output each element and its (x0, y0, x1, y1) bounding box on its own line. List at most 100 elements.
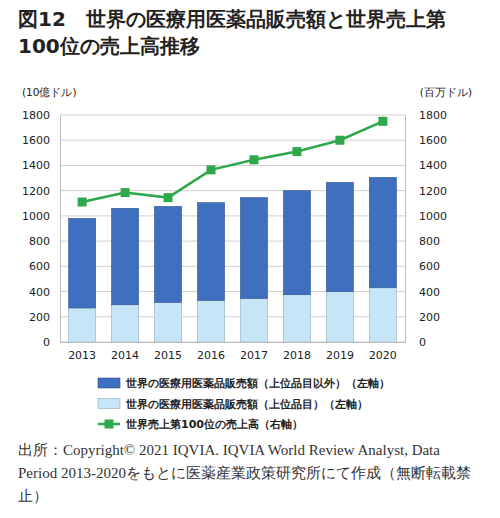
axis-line (60, 116, 61, 343)
marker (292, 147, 301, 156)
bar (69, 308, 96, 342)
tick: 1400 (22, 159, 60, 172)
legend-label: 世界売上第100位の売上高（右軸） (125, 418, 303, 431)
bar (369, 288, 396, 342)
legend-item: 世界の医療用医薬品販売額（上位品目）（左軸） (98, 398, 368, 411)
tick-label: 1000 (22, 210, 50, 223)
grid-line (60, 140, 405, 141)
tick: 1600 (22, 134, 60, 147)
tick: 2019 (326, 342, 354, 362)
axis: 0 200 400 600 800 1000 1200 1400 1600 1800 (405, 109, 447, 349)
tick-label: 0 (43, 336, 50, 349)
tick-label: 1200 (22, 185, 50, 198)
marker (249, 155, 258, 164)
grid (60, 115, 405, 342)
line (82, 121, 383, 202)
source-note: 出所：Copyright© 2021 IQVIA. IQVIA World Re… (18, 442, 440, 458)
marker (121, 188, 130, 197)
tick-label: 1600 (419, 134, 447, 147)
tick-label: 2015 (154, 349, 182, 362)
tick: 1000 (22, 210, 60, 223)
tick: 1800 (22, 109, 60, 122)
tick-label: 800 (29, 235, 50, 248)
tick: 0 (405, 336, 426, 349)
tick: 800 (29, 235, 60, 248)
axis-title: (百万ドル) (420, 86, 472, 98)
tick-label: 1200 (419, 185, 447, 198)
marker (207, 165, 216, 174)
tick: 0 (43, 336, 60, 349)
tick: 2016 (197, 342, 225, 362)
tick: 1200 (22, 185, 60, 198)
tick-label: 200 (29, 311, 50, 324)
marker (335, 136, 344, 145)
tick: 600 (405, 260, 440, 273)
tick-label: 0 (419, 336, 426, 349)
bar-series (69, 177, 397, 308)
tick: 400 (29, 286, 60, 299)
tick: 400 (405, 286, 440, 299)
bar (283, 191, 310, 295)
axis: 2013 2014 2015 2016 2017 2018 2019 2020 (61, 342, 406, 362)
bar (326, 182, 353, 291)
tick-label: 2014 (111, 349, 139, 362)
tick: 800 (405, 235, 440, 248)
tick-label: 1800 (22, 109, 50, 122)
legend-marker (105, 420, 114, 429)
chart: 図12 世界の医療用医薬品販売額と世界売上第 100位の売上高推移 0 200 400 6… (0, 0, 500, 518)
tick-label: 400 (29, 286, 50, 299)
legend: 世界の医療用医薬品販売額（上位品目以外）（左軸） 世界の医療用医薬品販売額（上位品… (98, 377, 390, 431)
tick: 200 (29, 311, 60, 324)
bar (369, 177, 396, 287)
tick-label: 2017 (240, 349, 268, 362)
bar (197, 300, 224, 342)
bar (240, 298, 267, 342)
tick: 600 (29, 260, 60, 273)
grid-line (60, 115, 405, 116)
tick-label: 1600 (22, 134, 50, 147)
tick-label: 600 (29, 260, 50, 273)
tick-label: 600 (419, 260, 440, 273)
legend-item: 世界売上第100位の売上高（右軸） (98, 418, 303, 431)
tick-label: 2020 (369, 349, 397, 362)
tick-label: 800 (419, 235, 440, 248)
tick: 2013 (68, 342, 96, 362)
legend-label: 世界の医療用医薬品販売額（上位品目）（左軸） (125, 398, 368, 411)
bar (112, 305, 139, 342)
tick: 2015 (154, 342, 182, 362)
axis: 0 200 400 600 800 1000 1200 1400 1600 1800 (22, 109, 61, 349)
plot-area (69, 117, 397, 342)
bar (155, 206, 182, 302)
tick: 1800 (405, 109, 447, 122)
title: 図12 世界の医療用医薬品販売額と世界売上第 (18, 7, 446, 31)
source-note: Period 2013-2020をもとに医薬産業政策研究所にて作成（無断転載禁 (18, 465, 471, 481)
tick: 2017 (240, 342, 268, 362)
tick: 200 (405, 311, 440, 324)
tick-label: 1400 (419, 159, 447, 172)
source-note: 止） (18, 488, 48, 504)
tick-label: 400 (419, 286, 440, 299)
tick-label: 200 (419, 311, 440, 324)
legend-swatch (98, 399, 120, 409)
tick: 2018 (283, 342, 311, 362)
tick: 2014 (111, 342, 139, 362)
tick: 2020 (369, 342, 397, 362)
axis-line (405, 116, 406, 343)
tick-label: 2013 (68, 349, 96, 362)
bar (155, 302, 182, 342)
bar (112, 208, 139, 304)
tick: 1000 (405, 210, 447, 223)
tick-label: 1000 (419, 210, 447, 223)
tick-label: 1800 (419, 109, 447, 122)
marker (378, 117, 387, 126)
bar (69, 218, 96, 308)
tick-label: 1400 (22, 159, 50, 172)
legend-label: 世界の医療用医薬品販売額（上位品目以外）（左軸） (125, 377, 390, 390)
tick-label: 2016 (197, 349, 225, 362)
tick: 1400 (405, 159, 447, 172)
legend-item: 世界の医療用医薬品販売額（上位品目以外）（左軸） (98, 377, 390, 390)
axis-line (61, 342, 406, 343)
bar (326, 292, 353, 342)
bar (240, 198, 267, 299)
title: 100位の売上高推移 (18, 34, 200, 58)
